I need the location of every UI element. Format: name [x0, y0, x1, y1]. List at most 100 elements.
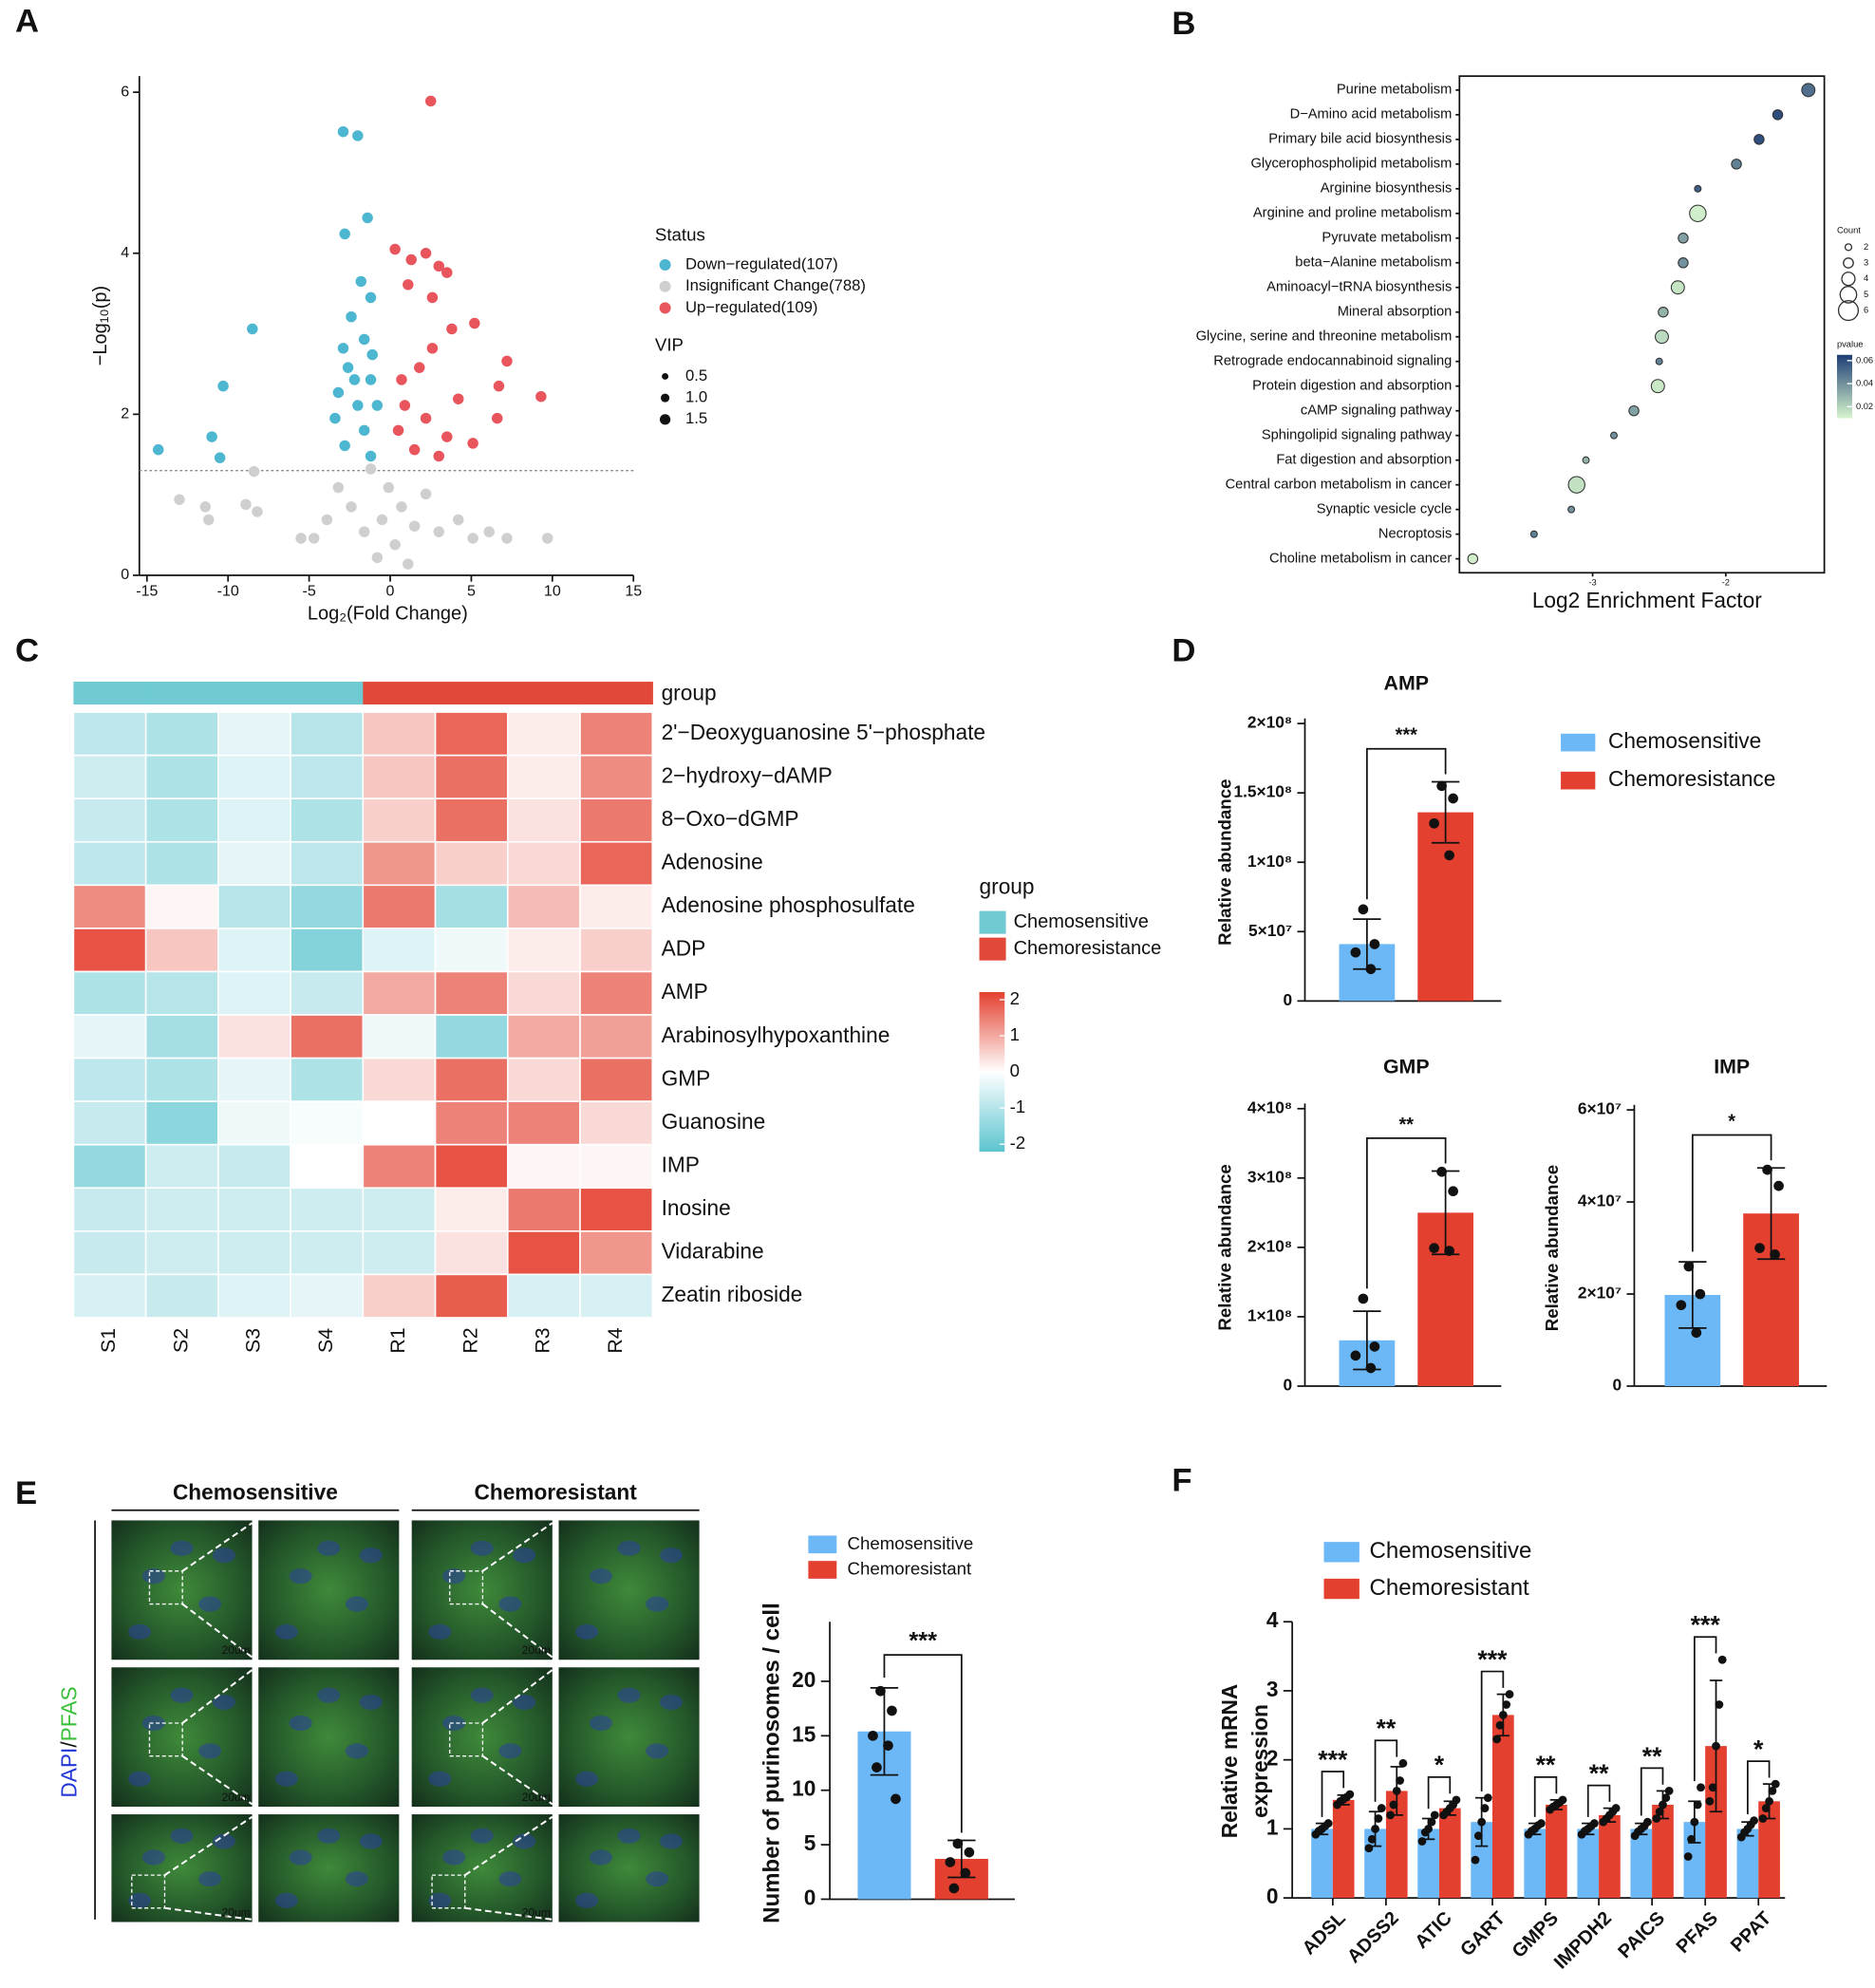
point	[1690, 1817, 1699, 1827]
heat-cell	[362, 928, 437, 973]
point	[355, 275, 367, 288]
legend-label: Chemosensitive	[1014, 911, 1149, 932]
category-label: Synaptic vesicle cycle	[1317, 502, 1453, 517]
legend-swatch	[808, 1535, 837, 1554]
legend-swatch	[808, 1561, 837, 1579]
point	[346, 501, 357, 513]
heat-cell	[362, 884, 437, 929]
group-bar	[580, 682, 653, 705]
category-label: Fat digestion and absorption	[1276, 453, 1452, 468]
y-axis-label: Number of purinosomes / cell	[759, 1603, 784, 1923]
scale-bar-label: 20um	[522, 1905, 551, 1919]
y-axis-label: expression	[1247, 1704, 1272, 1818]
y-axis-label: Relative abundance	[1215, 1164, 1235, 1330]
zoom-line	[163, 1815, 253, 1876]
x-tick-label: PFAS	[1673, 1908, 1723, 1959]
bar	[1599, 1814, 1621, 1899]
heat-cell	[579, 1143, 654, 1190]
y-tick-label: 0	[804, 1885, 816, 1909]
category-label: Purine metabolism	[1337, 83, 1452, 98]
heat-cell	[144, 1143, 219, 1190]
scale-bar-label: 20um	[522, 1791, 551, 1804]
legend-swatch	[659, 259, 671, 272]
x-tick-label: 10	[544, 584, 561, 600]
point	[396, 501, 407, 513]
point	[875, 1685, 886, 1697]
point	[352, 400, 364, 411]
point	[1770, 1249, 1780, 1260]
point	[1693, 1800, 1702, 1810]
x-tick-label: IMPDH2	[1550, 1908, 1616, 1974]
point	[492, 412, 503, 424]
nucleus	[470, 1687, 494, 1703]
column-label: R3	[532, 1327, 554, 1353]
bubble	[1670, 280, 1685, 295]
bubble	[1467, 553, 1479, 565]
nucleus	[345, 1871, 368, 1887]
point	[366, 348, 378, 361]
category-label: Glycine, serine and threonine metabolism	[1196, 329, 1453, 345]
bubble	[1772, 109, 1784, 121]
bar	[1546, 1804, 1567, 1899]
point	[1652, 1814, 1661, 1823]
point	[1424, 1825, 1434, 1833]
y-tick-label: 10	[792, 1776, 816, 1801]
legend-label: Down−regulated(107)	[685, 254, 838, 272]
point	[371, 552, 384, 564]
scale-bar-label: 20um	[222, 1905, 251, 1919]
heat-cell	[144, 970, 219, 1016]
nucleus	[289, 1568, 312, 1585]
significance-bracket	[1691, 1134, 1772, 1252]
bubble	[1567, 505, 1576, 514]
point	[872, 1762, 882, 1772]
bubble	[1610, 431, 1619, 440]
point	[365, 450, 377, 462]
heat-cell	[362, 754, 437, 800]
zoom-line	[481, 1522, 553, 1572]
nucleus	[498, 1743, 522, 1759]
point	[202, 514, 215, 526]
point	[352, 130, 364, 141]
heat-cell	[506, 884, 581, 929]
y-tick-label: 1	[1266, 1814, 1279, 1839]
point	[883, 1740, 893, 1751]
heat-cell	[217, 1100, 291, 1146]
heat-cell	[579, 840, 654, 887]
heat-cell	[579, 1014, 654, 1060]
heat-cell	[506, 970, 581, 1016]
panel-label: C	[15, 633, 39, 669]
y-tick-label: 5×10⁷	[1248, 921, 1292, 940]
point	[467, 438, 478, 449]
point	[1750, 1816, 1758, 1826]
nucleus	[442, 1568, 466, 1585]
y-tick-label: 2	[121, 406, 129, 422]
nucleus	[442, 1715, 466, 1731]
heat-cell	[217, 754, 291, 800]
heat-cell	[290, 928, 365, 973]
legend-swatch	[1323, 1578, 1359, 1600]
y-tick-label: 5	[804, 1830, 816, 1855]
heat-cell	[506, 1273, 581, 1319]
nucleus	[128, 1771, 152, 1787]
point	[1773, 1180, 1784, 1191]
point	[1392, 1787, 1401, 1795]
heat-cell	[290, 1273, 365, 1319]
size-legend-mark	[659, 414, 671, 425]
size-legend-mark	[662, 372, 669, 380]
x-tick-label: PPAT	[1727, 1908, 1775, 1957]
group-bar	[73, 682, 147, 705]
point	[1655, 1807, 1664, 1816]
heat-cell	[579, 1100, 654, 1146]
category-label: Glycerophospholipid metabolism	[1250, 157, 1452, 172]
row-label: IMP	[662, 1152, 700, 1176]
point	[1495, 1720, 1505, 1730]
heat-cell	[579, 1230, 654, 1276]
legend-label: 6	[1864, 306, 1868, 315]
point	[174, 494, 185, 505]
point	[1683, 1261, 1695, 1272]
point	[952, 1838, 964, 1849]
size-legend-mark	[1843, 257, 1854, 269]
point	[1643, 1817, 1652, 1827]
bar	[1417, 1829, 1439, 1899]
column-label: R1	[386, 1327, 409, 1353]
